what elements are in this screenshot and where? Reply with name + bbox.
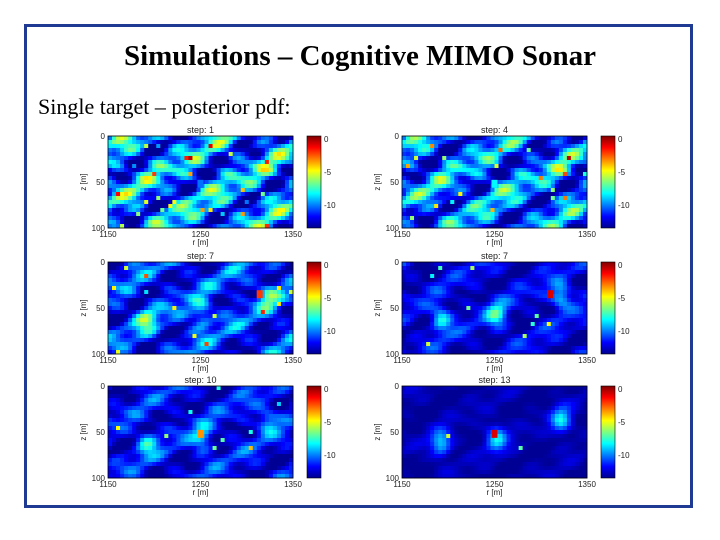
- x-axis-label: r [m]: [487, 488, 503, 497]
- colorbar-tick-label: -5: [324, 418, 332, 427]
- heatmap-panel: [401, 385, 588, 479]
- y-tick-label: 100: [386, 350, 400, 359]
- colorbar-tick-label: -10: [324, 201, 336, 210]
- heatmap-panel: [401, 135, 588, 229]
- colorbar: [306, 135, 322, 229]
- panel-step-title: step: 1: [187, 125, 214, 135]
- x-tick-label: 1150: [393, 480, 411, 489]
- x-tick-label: 1250: [486, 230, 504, 239]
- x-tick-label: 1350: [578, 230, 596, 239]
- y-tick-label: 100: [92, 474, 106, 483]
- x-tick-label: 1250: [486, 480, 504, 489]
- colorbar-tick-label: 0: [324, 385, 329, 394]
- colorbar-tick-label: 0: [324, 261, 329, 270]
- heatmap-panel: [401, 261, 588, 355]
- colorbar-tick-label: -5: [324, 168, 332, 177]
- colorbar-tick-label: -10: [618, 451, 630, 460]
- y-tick-label: 100: [92, 224, 106, 233]
- y-tick-label: 50: [96, 178, 105, 187]
- x-tick-label: 1350: [578, 480, 596, 489]
- colorbar-tick-label: 0: [618, 385, 623, 394]
- x-tick-label: 1250: [486, 356, 504, 365]
- y-tick-label: 0: [101, 132, 106, 141]
- colorbar-tick-label: 0: [618, 261, 623, 270]
- y-tick-label: 50: [390, 178, 399, 187]
- x-axis-label: r [m]: [193, 238, 209, 247]
- y-tick-label: 100: [386, 224, 400, 233]
- x-tick-label: 1250: [192, 356, 210, 365]
- colorbar-tick-label: -5: [618, 418, 626, 427]
- y-axis-label: z [m]: [373, 299, 382, 316]
- y-tick-label: 50: [96, 304, 105, 313]
- x-tick-label: 1150: [99, 480, 117, 489]
- x-tick-label: 1350: [284, 356, 302, 365]
- colorbar-tick-label: -5: [324, 294, 332, 303]
- panel-step-title: step: 13: [478, 375, 510, 385]
- slide-subtitle: Single target – posterior pdf:: [38, 94, 291, 119]
- x-tick-label: 1150: [99, 356, 117, 365]
- x-axis-label: r [m]: [487, 364, 503, 373]
- colorbar-tick-label: -5: [618, 168, 626, 177]
- heatmap-panel: [107, 261, 294, 355]
- panel-step-title: step: 10: [184, 375, 216, 385]
- colorbar: [600, 261, 616, 355]
- y-tick-label: 0: [395, 132, 400, 141]
- x-axis-label: r [m]: [193, 488, 209, 497]
- y-tick-label: 100: [386, 474, 400, 483]
- y-axis-label: z [m]: [373, 173, 382, 190]
- colorbar-tick-label: -5: [618, 294, 626, 303]
- colorbar-tick-label: -10: [618, 201, 630, 210]
- colorbar-tick-label: -10: [324, 451, 336, 460]
- slide-title: Simulations – Cognitive MIMO Sonar: [123, 40, 597, 72]
- heatmap-panel: [107, 385, 294, 479]
- x-tick-label: 1350: [284, 480, 302, 489]
- x-tick-label: 1150: [99, 230, 117, 239]
- y-tick-label: 50: [390, 304, 399, 313]
- y-tick-label: 50: [96, 428, 105, 437]
- x-axis-label: r [m]: [193, 364, 209, 373]
- x-axis-label: r [m]: [487, 238, 503, 247]
- x-tick-label: 1350: [284, 230, 302, 239]
- x-tick-label: 1150: [393, 356, 411, 365]
- colorbar: [306, 385, 322, 479]
- y-tick-label: 0: [101, 382, 106, 391]
- colorbar: [306, 261, 322, 355]
- y-axis-label: z [m]: [79, 299, 88, 316]
- heatmap-panel: [107, 135, 294, 229]
- y-tick-label: 100: [92, 350, 106, 359]
- y-tick-label: 0: [101, 258, 106, 267]
- x-tick-label: 1250: [192, 480, 210, 489]
- y-axis-label: z [m]: [79, 173, 88, 190]
- panel-step-title: step: 7: [481, 251, 508, 261]
- colorbar: [600, 135, 616, 229]
- y-tick-label: 0: [395, 258, 400, 267]
- y-axis-label: z [m]: [373, 423, 382, 440]
- colorbar-tick-label: -10: [324, 327, 336, 336]
- colorbar: [600, 385, 616, 479]
- panel-step-title: step: 4: [481, 125, 508, 135]
- colorbar-tick-label: -10: [618, 327, 630, 336]
- y-tick-label: 50: [390, 428, 399, 437]
- x-tick-label: 1350: [578, 356, 596, 365]
- x-tick-label: 1150: [393, 230, 411, 239]
- colorbar-tick-label: 0: [324, 135, 329, 144]
- colorbar-tick-label: 0: [618, 135, 623, 144]
- y-axis-label: z [m]: [79, 423, 88, 440]
- y-tick-label: 0: [395, 382, 400, 391]
- x-tick-label: 1250: [192, 230, 210, 239]
- panel-step-title: step: 7: [187, 251, 214, 261]
